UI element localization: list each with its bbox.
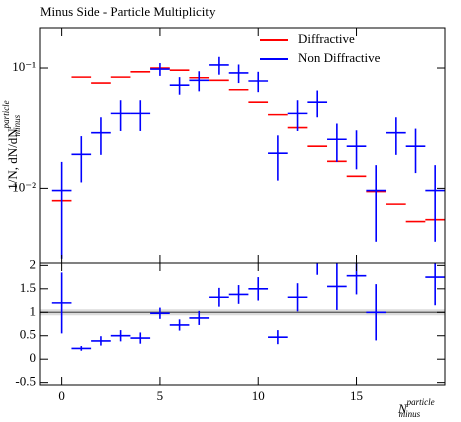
y-tick-label: 0.5 (20, 327, 36, 342)
y-axis-label: 1/N, dN/dNparticleminus (1, 100, 22, 189)
y-axis-label-sup: particle (1, 100, 11, 129)
x-axis-label-main: N (397, 401, 408, 416)
x-tick-label: 10 (252, 388, 265, 403)
x-axis-label: Nparticle minus (397, 397, 435, 419)
x-axis-label-sup: particle (406, 397, 435, 407)
y-tick-label: 0 (30, 350, 37, 365)
legend-label: Non Diffractive (298, 50, 381, 65)
y-tick-label: 10⁻² (12, 179, 36, 194)
chart-title: Minus Side - Particle Multiplicity (40, 4, 216, 19)
plot-area (51, 56, 445, 259)
y-tick-label: -0.5 (15, 374, 36, 389)
x-tick-label: 5 (157, 388, 164, 403)
y-axis-label-sub: minus (12, 114, 22, 136)
y-tick-label: 2 (30, 256, 37, 271)
frame (39, 262, 446, 386)
plot-area (40, 263, 445, 351)
legend-label: Diffractive (298, 31, 355, 46)
x-tick-label: 0 (58, 388, 65, 403)
y-axis-label-main: 1/N, dN/dN (5, 128, 20, 190)
y-tick-label: 10⁻¹ (12, 59, 36, 74)
y-tick-label: 1 (30, 303, 37, 318)
x-tick-label: 15 (350, 388, 363, 403)
y-tick-label: 1.5 (20, 280, 36, 295)
x-axis-label-sub: minus (399, 409, 421, 419)
